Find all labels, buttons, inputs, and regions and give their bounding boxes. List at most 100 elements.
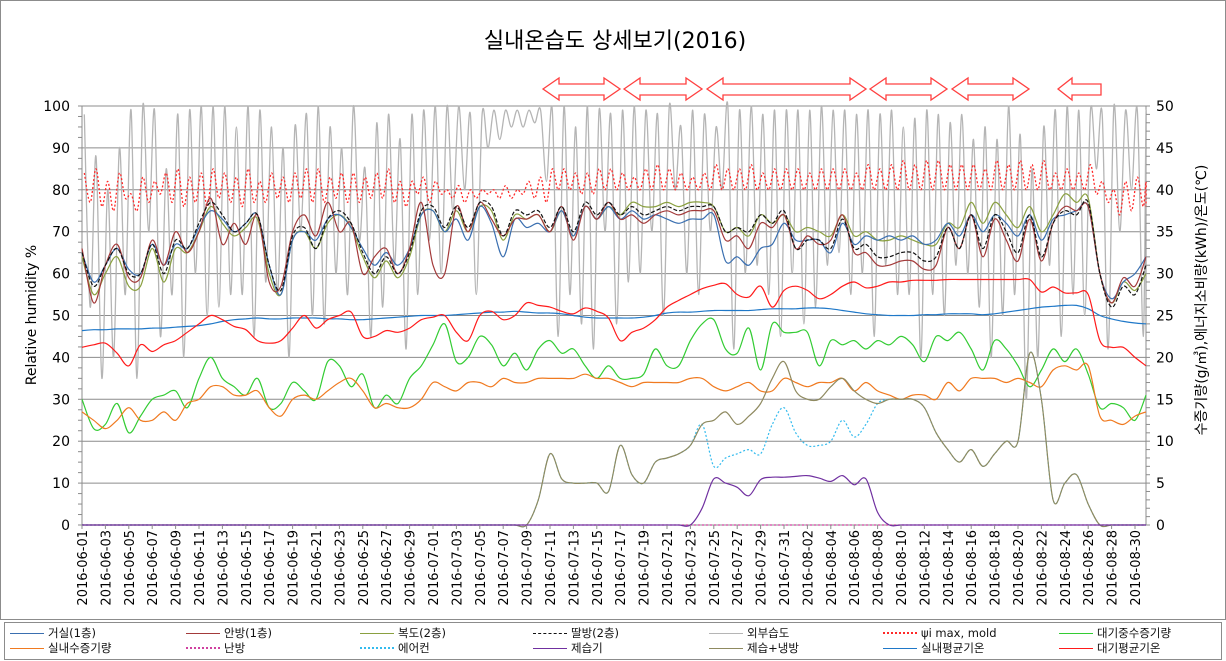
x-tick-label: 2016-06-11 (193, 530, 208, 606)
legend-label: 대기중수증기량 (1097, 626, 1172, 640)
left-tick-label: 0 (61, 518, 70, 534)
series-line-8 (81, 317, 1147, 434)
x-tick-label: 2016-06-17 (263, 530, 278, 606)
series-line-7 (81, 277, 1147, 367)
x-tick-label: 2016-07-05 (474, 530, 489, 606)
chart-title: 실내온습도 상세보기(2016) (484, 29, 746, 54)
double-arrow-annotation (868, 76, 949, 102)
series-line-6 (81, 304, 1147, 332)
legend-item: 대기평균기온 (1059, 641, 1160, 655)
x-tick-label: 2016-07-07 (497, 530, 512, 606)
left-tick-label: 10 (52, 476, 70, 492)
x-tick-label: 2016-06-13 (216, 530, 231, 606)
legend-swatch (10, 647, 44, 649)
legend-label: 제습기 (571, 641, 603, 655)
left-tick-label: 20 (52, 434, 70, 450)
period-arrows (541, 76, 1102, 102)
right-tick-label: 5 (1156, 476, 1165, 492)
x-tick-label: 2016-06-23 (333, 530, 348, 606)
x-tick-label: 2016-08-24 (1059, 530, 1074, 606)
right-axis-title: 수증기량(g/㎥),에너지소비량(kWh)/온도(℃) (1194, 165, 1210, 436)
legend-item: 제습기 (533, 641, 603, 655)
x-tick-label: 2016-07-21 (661, 530, 676, 606)
legend-label: 안방(1층) (224, 626, 273, 640)
x-tick-label: 2016-07-25 (708, 530, 723, 606)
x-tick-label: 2016-07-15 (591, 530, 606, 606)
x-tick-label: 2016-08-12 (918, 530, 933, 606)
legend-swatch (533, 647, 567, 649)
x-tick-label: 2016-07-27 (731, 530, 746, 606)
right-tick-label: 0 (1156, 518, 1165, 534)
legend-label: 실내평균기온 (921, 641, 985, 655)
legend-label: 제습+냉방 (747, 641, 799, 655)
series-layer (81, 101, 1147, 528)
legend-swatch (883, 647, 917, 649)
legend-swatch (533, 632, 567, 634)
humidity-chart: 실내온습도 상세보기(2016) 0 10 20 30 40 50 60 70 80 90 100 0… (24, 29, 1210, 606)
x-tick-label: 2016-08-10 (895, 530, 910, 606)
x-tick-label: 2016-08-04 (825, 530, 840, 606)
right-tick-label: 45 (1156, 141, 1174, 157)
x-tick-label: 2016-06-21 (310, 530, 325, 606)
double-arrow-annotation (622, 76, 704, 102)
left-tick-label: 60 (52, 267, 70, 283)
left-arrow-annotation (1056, 76, 1102, 102)
x-tick-label: 2016-08-28 (1106, 530, 1121, 606)
x-tick-label: 2016-06-09 (170, 530, 185, 606)
legend-label: 난방 (224, 641, 246, 655)
x-tick-label: 2016-08-06 (848, 530, 863, 606)
right-tick-label: 35 (1156, 225, 1174, 241)
legend-item: ψi max, mold (883, 626, 997, 640)
x-tick-label: 2016-07-01 (427, 530, 442, 606)
legend-item: 난방 (186, 641, 245, 655)
legend-swatch (1059, 647, 1093, 649)
legend-swatch (709, 632, 743, 634)
double-arrow-annotation (950, 76, 1031, 102)
x-tick-label: 2016-07-09 (521, 530, 536, 606)
legend-item: 외부습도 (709, 626, 789, 640)
legend-item: 대기중수증기량 (1059, 626, 1171, 640)
x-tick-label: 2016-07-31 (778, 530, 793, 606)
legend-item: 실내평균기온 (883, 641, 984, 655)
legend-label: 에어컨 (398, 641, 430, 655)
x-tick-label: 2016-08-08 (872, 530, 887, 606)
x-tick-label: 2016-06-05 (123, 530, 138, 606)
x-tick-label: 2016-07-13 (567, 530, 582, 606)
legend-swatch (186, 632, 220, 634)
x-tick-label: 2016-08-18 (989, 530, 1004, 606)
axes: 0 10 20 30 40 50 60 70 80 90 100 0 5 10 15 20 25 30 35 40 45… (43, 99, 1174, 606)
right-tick-label: 20 (1156, 350, 1174, 366)
x-tick-label: 2016-06-01 (76, 530, 91, 606)
series-line-0 (83, 101, 1147, 400)
x-tick-label: 2016-06-27 (380, 530, 395, 606)
x-tick-label: 2016-07-11 (544, 530, 559, 606)
legend-item: 에어컨 (360, 641, 430, 655)
x-tick-label: 2016-08-30 (1129, 530, 1144, 606)
legend-swatch (883, 632, 917, 634)
legend-swatch (1059, 632, 1093, 634)
x-tick-label: 2016-06-19 (287, 530, 302, 606)
right-tick-label: 15 (1156, 392, 1174, 408)
left-tick-label: 40 (52, 350, 70, 366)
series-line-13 (82, 474, 1146, 527)
left-tick-label: 80 (52, 183, 70, 199)
x-tick-label: 2016-08-20 (1012, 530, 1027, 606)
series-line-5 (81, 199, 1147, 308)
x-tick-label: 2016-08-22 (1035, 530, 1050, 606)
left-tick-label: 90 (52, 141, 70, 157)
legend-label: 거실(1층) (48, 626, 97, 640)
left-tick-label: 30 (52, 392, 70, 408)
x-tick-label: 2016-06-29 (404, 530, 419, 606)
legend-swatch (10, 632, 44, 634)
legend-item: 제습+냉방 (709, 641, 799, 655)
right-tick-label: 50 (1156, 99, 1174, 115)
x-tick-label: 2016-08-14 (942, 530, 957, 606)
legend-label: 실내수증기량 (48, 641, 112, 655)
left-tick-label: 100 (43, 99, 70, 115)
legend-label: 복도(2층) (398, 626, 447, 640)
left-tick-label: 70 (52, 225, 70, 241)
legend-swatch (360, 632, 394, 634)
series-line-9 (81, 362, 1147, 430)
legend-item: 복도(2층) (360, 626, 446, 640)
legend-label: 딸방(2층) (571, 626, 620, 640)
